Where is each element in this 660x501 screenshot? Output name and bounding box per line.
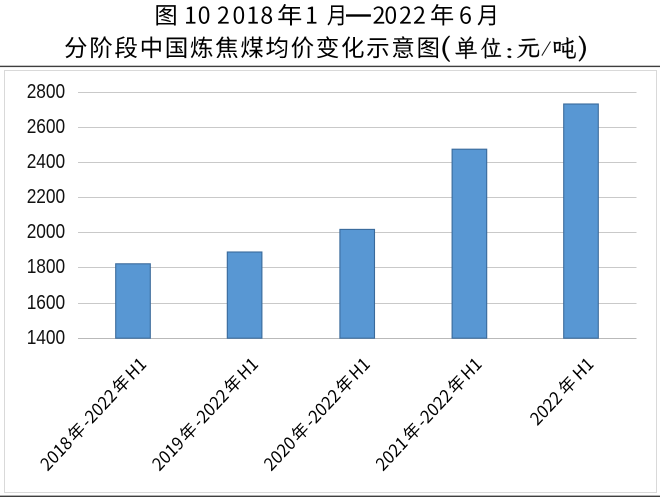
svg-text:2800: 2800 — [27, 81, 66, 103]
svg-text:1600: 1600 — [27, 292, 66, 314]
svg-text:2400: 2400 — [27, 151, 66, 173]
svg-text:2200: 2200 — [27, 186, 66, 208]
svg-text:1800: 1800 — [27, 256, 66, 278]
svg-text:2000: 2000 — [27, 221, 66, 243]
svg-text:2600: 2600 — [27, 116, 66, 138]
svg-text:1400: 1400 — [27, 327, 66, 349]
